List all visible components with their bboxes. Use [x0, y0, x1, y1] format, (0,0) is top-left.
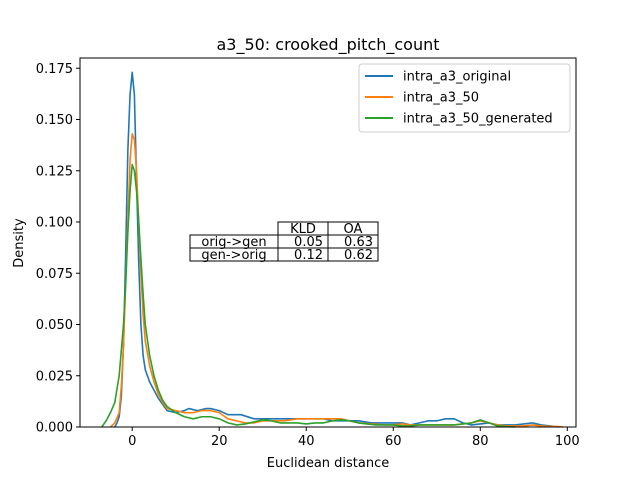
table-row-label: orig->gen: [201, 235, 266, 250]
x-tick-label: 100: [555, 434, 580, 449]
x-axis-label: Euclidean distance: [267, 456, 390, 471]
series-line-3: [101, 163, 516, 428]
table-value-cell: 0.62: [344, 248, 373, 263]
y-tick-label: 0.050: [36, 318, 73, 333]
legend: intra_a3_original intra_a3_50 intra_a3_50_…: [358, 63, 571, 133]
y-axis: 0.000 0.025 0.050 0.075 0.100 0.125 0.150 0.175: [36, 62, 80, 436]
table-value-cell: 0.12: [294, 248, 323, 263]
y-tick-label: 0.025: [36, 369, 73, 384]
x-axis: 0 20 40 60 80 100: [128, 427, 580, 449]
legend-label: intra_a3_50: [403, 91, 479, 106]
table-header-cell: OA: [344, 222, 363, 237]
y-tick-label: 0.150: [36, 113, 73, 128]
chart-title: a3_50: crooked_pitch_count: [216, 35, 439, 55]
table-row-label: gen->orig: [201, 248, 266, 263]
x-tick-label: 60: [385, 434, 402, 449]
y-tick-label: 0.175: [36, 62, 73, 77]
table-cell: [327, 247, 379, 262]
axes-frame: [79, 57, 577, 428]
x-tick-label: 40: [298, 434, 315, 449]
legend-label: intra_a3_50_generated: [403, 112, 553, 127]
table-value-cell: 0.05: [294, 235, 323, 250]
y-tick-label: 0.100: [36, 216, 73, 231]
legend-box: [358, 63, 571, 133]
x-tick-label: 20: [211, 434, 228, 449]
x-tick-label: 0: [128, 434, 136, 449]
y-tick-label: 0.075: [36, 267, 73, 282]
plot-area: [101, 71, 564, 428]
y-tick-label: 0.000: [36, 421, 73, 436]
y-tick-label: 0.125: [36, 164, 73, 179]
table-value-cell: 0.63: [344, 235, 373, 250]
table-header-cell: KLD: [290, 222, 316, 237]
stats-table: KLD OA orig->gen 0.05 0.63 gen->orig 0.12 0.62: [189, 221, 379, 263]
y-axis-label: Density: [12, 218, 27, 268]
x-tick-label: 80: [472, 434, 489, 449]
legend-label: intra_a3_original: [403, 70, 511, 85]
